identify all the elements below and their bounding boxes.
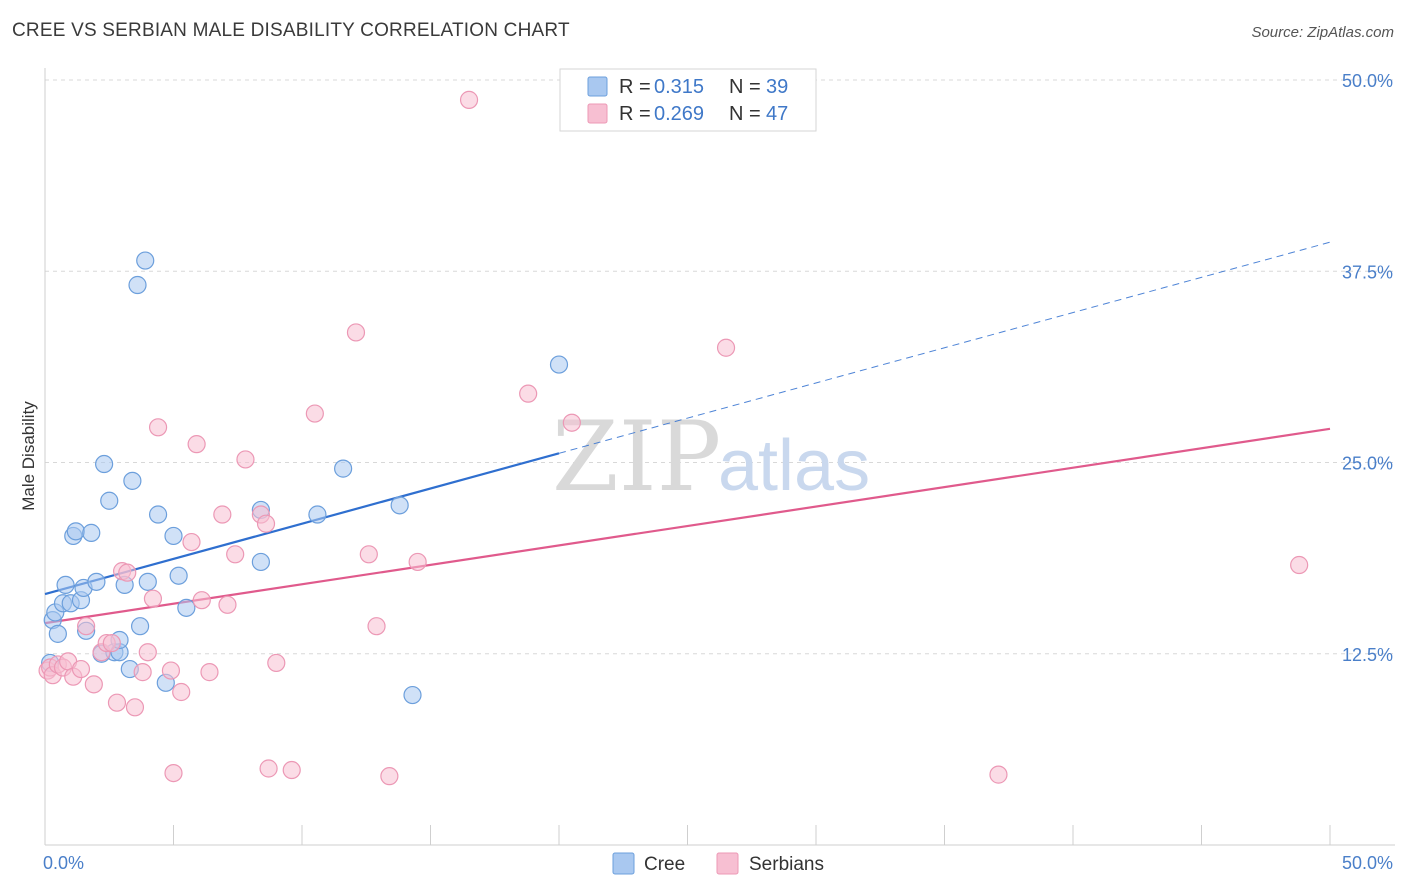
legend-n-value-serbians: 47 (766, 103, 788, 125)
cree-point (56, 575, 75, 595)
serbians-point (367, 617, 386, 636)
serbians-point (164, 763, 183, 783)
grid-lines (45, 79, 1395, 655)
serbians-point (102, 633, 121, 653)
chart-source: Source: ZipAtlas.com (1251, 24, 1394, 41)
cree-point (130, 617, 150, 636)
serbians-point (259, 759, 278, 778)
serbians-point (305, 404, 324, 423)
legend-r-value-serbians: 0.269 (654, 103, 704, 125)
bottom-legend-label-cree: Cree (644, 854, 685, 875)
serbians-point (138, 643, 157, 662)
cree-point (100, 491, 119, 510)
cree-point (251, 552, 270, 572)
serbians-point (282, 760, 301, 780)
serbians-point (77, 617, 96, 636)
serbians-point (187, 435, 206, 454)
legend-r-label-cree: R = (619, 76, 651, 98)
cree-point (169, 566, 188, 585)
bottom-legend-swatch-serbians (716, 852, 739, 875)
cree-point (136, 251, 155, 270)
y-tick-label: 37.5% (1342, 262, 1393, 282)
y-tick-label: 50.0% (1342, 71, 1393, 91)
legend-swatch-cree (587, 76, 608, 97)
serbians-point (161, 661, 181, 680)
cree-point (123, 471, 142, 490)
y-axis-label: Male Disability (19, 401, 38, 511)
serbians-point (716, 338, 736, 357)
y-tick-label: 12.5% (1342, 645, 1393, 665)
chart-title: CREE VS SERBIAN MALE DISABILITY CORRELAT… (12, 20, 570, 41)
data-points (38, 90, 1309, 786)
cree-point (549, 355, 569, 374)
legend: R = 0.315 N = 39 R = 0.269 N = 47 (559, 68, 817, 132)
legend-r-label-serbians: R = (619, 103, 651, 125)
serbians-point (182, 532, 201, 552)
legend-n-value-cree: 39 (766, 76, 788, 98)
serbians-point (84, 675, 103, 694)
cree-point (148, 505, 168, 524)
serbians-point (380, 767, 399, 786)
serbians-point (213, 505, 232, 524)
serbians-point (172, 682, 191, 702)
y-tick-label: 25.0% (1342, 454, 1393, 474)
serbians-point (218, 595, 237, 614)
cree-point (66, 522, 85, 541)
legend-n-label-serbians: N = (729, 103, 761, 125)
cree-point (48, 624, 67, 643)
serbians-point (359, 545, 378, 564)
bottom-legend: Cree Serbians (612, 852, 824, 875)
bottom-legend-label-serbians: Serbians (749, 854, 824, 875)
watermark-atlas: atlas (718, 426, 870, 506)
cree-trend-extension (558, 241, 1331, 454)
serbians-point (71, 659, 91, 679)
serbians-point (459, 90, 479, 109)
serbians-point (989, 765, 1008, 784)
cree-point (82, 523, 101, 542)
legend-n-label-cree: N = (729, 76, 761, 98)
cree-point (177, 598, 196, 617)
cree-point (95, 454, 114, 474)
legend-r-value-cree: 0.315 (654, 76, 704, 98)
serbians-point (226, 545, 245, 564)
cree-point (390, 496, 409, 515)
serbians-point (346, 323, 366, 342)
serbians-point (200, 663, 219, 682)
serbians-point (1290, 555, 1309, 575)
serbians-trend-line (44, 427, 1331, 625)
bottom-legend-swatch-cree (612, 852, 635, 875)
cree-point (308, 505, 327, 524)
serbians-point (133, 663, 152, 682)
cree-point (128, 275, 147, 295)
serbians-point (192, 591, 211, 610)
cree-point (403, 685, 422, 705)
watermark: ZIP atlas (552, 401, 870, 513)
serbians-point (519, 384, 538, 403)
x-tick-label: 50.0% (1342, 853, 1393, 873)
serbians-point (562, 413, 581, 432)
serbians-point (143, 589, 163, 608)
axes (44, 68, 1395, 846)
x-tick-label: 0.0% (43, 853, 84, 873)
cree-point (334, 459, 353, 478)
serbians-point (125, 698, 145, 717)
serbians-point (236, 450, 255, 469)
legend-swatch-serbians (587, 103, 608, 124)
serbians-point (118, 563, 137, 582)
serbians-point (256, 514, 276, 533)
serbians-point (408, 552, 427, 572)
serbians-point (148, 418, 168, 437)
serbians-point (107, 693, 127, 712)
cree-point (164, 526, 183, 546)
serbians-point (267, 653, 286, 673)
cree-point (138, 572, 157, 591)
tick-labels: 12.5% 25.0% 37.5% 50.0% 0.0% 50.0% (43, 71, 1393, 873)
cree-point (87, 572, 106, 591)
